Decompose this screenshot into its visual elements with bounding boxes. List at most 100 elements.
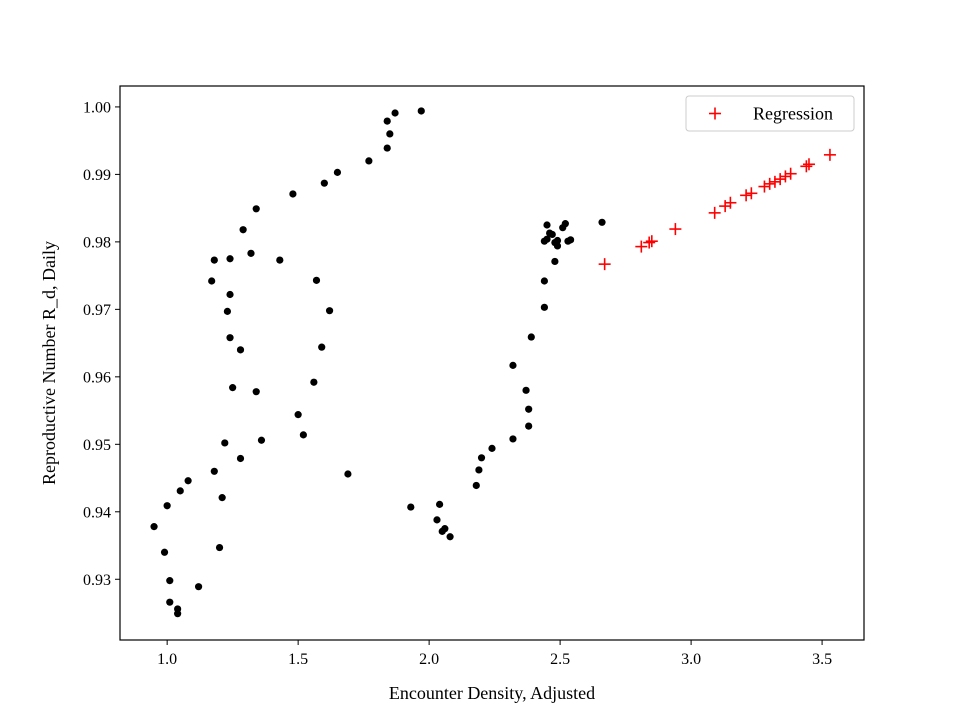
data-point bbox=[163, 502, 171, 510]
y-tick-label: 0.93 bbox=[83, 572, 111, 589]
y-tick-label: 0.99 bbox=[83, 167, 111, 184]
data-point bbox=[221, 439, 229, 447]
regression-point bbox=[768, 175, 781, 188]
data-point bbox=[257, 436, 266, 444]
legend: Regression bbox=[685, 95, 855, 132]
legend-regression-marker bbox=[709, 107, 721, 120]
data-point bbox=[210, 256, 218, 264]
data-point bbox=[598, 218, 606, 226]
data-point bbox=[252, 205, 260, 213]
data-point bbox=[509, 361, 517, 369]
data-point bbox=[310, 378, 318, 386]
data-point bbox=[166, 577, 174, 585]
regression-point bbox=[802, 158, 815, 171]
data-point bbox=[417, 107, 425, 115]
regression-point bbox=[669, 223, 682, 236]
data-point bbox=[226, 334, 234, 342]
x-axis-label: Encounter Density, Adjusted bbox=[389, 683, 595, 703]
y-tick-label: 0.96 bbox=[83, 369, 111, 386]
data-point bbox=[488, 444, 496, 452]
data-point bbox=[433, 516, 441, 524]
regression-point bbox=[598, 258, 611, 271]
data-point bbox=[543, 221, 551, 229]
data-point bbox=[312, 276, 321, 284]
data-point bbox=[553, 242, 562, 250]
data-point bbox=[365, 157, 373, 165]
regression-point bbox=[708, 206, 721, 219]
data-point bbox=[472, 481, 480, 490]
regression-point bbox=[758, 180, 771, 193]
data-point bbox=[294, 411, 302, 419]
legend-label-regression: Regression bbox=[753, 104, 833, 124]
data-point bbox=[229, 384, 237, 392]
data-point bbox=[509, 435, 517, 443]
data-point bbox=[160, 548, 169, 556]
data-point bbox=[223, 307, 232, 315]
data-point bbox=[218, 494, 226, 502]
plot-frame bbox=[119, 85, 865, 641]
y-axis-label: Reproductive Number R_d, Daily bbox=[39, 241, 59, 485]
data-point bbox=[210, 467, 218, 475]
x-tick-label: 1.0 bbox=[157, 651, 177, 668]
y-tick-label: 0.97 bbox=[83, 302, 111, 319]
data-point bbox=[299, 431, 307, 439]
x-tick-label: 2.5 bbox=[550, 651, 570, 668]
data-point bbox=[276, 256, 284, 264]
data-point bbox=[386, 130, 394, 138]
regression-point bbox=[774, 173, 787, 186]
data-point bbox=[407, 503, 415, 511]
data-point bbox=[174, 610, 182, 618]
data-point bbox=[208, 277, 216, 285]
data-point bbox=[333, 168, 342, 176]
data-point bbox=[540, 303, 548, 311]
axis-ticks: 1.0 1.5 2.0 2.5 3.0 3.5 0.93 0.94 0.95 0.96 0.97 0.… bbox=[83, 99, 832, 668]
data-point bbox=[540, 277, 548, 285]
data-point bbox=[522, 386, 530, 394]
data-point bbox=[236, 454, 245, 463]
y-tick-label: 0.95 bbox=[83, 437, 111, 454]
regression-point bbox=[724, 196, 737, 209]
x-tick-label: 3.0 bbox=[681, 651, 701, 668]
data-point bbox=[176, 487, 184, 495]
data-point bbox=[525, 405, 533, 413]
data-point bbox=[184, 477, 192, 485]
data-point bbox=[344, 470, 352, 478]
data-point bbox=[436, 500, 444, 508]
regression-point bbox=[719, 200, 732, 213]
data-point bbox=[320, 179, 328, 187]
x-tick-label: 2.0 bbox=[419, 651, 439, 668]
data-point bbox=[561, 220, 569, 228]
data-point bbox=[551, 257, 559, 266]
x-tick-label: 3.5 bbox=[812, 651, 832, 668]
data-point bbox=[194, 583, 203, 591]
regression-point bbox=[784, 167, 797, 180]
data-point bbox=[527, 333, 535, 341]
data-points-layer bbox=[150, 107, 836, 618]
regression-point bbox=[800, 160, 813, 173]
regression-point bbox=[763, 177, 776, 190]
data-point bbox=[475, 466, 483, 474]
data-point bbox=[318, 343, 326, 351]
data-point bbox=[441, 525, 449, 533]
data-point bbox=[226, 255, 234, 263]
regression-point bbox=[645, 235, 658, 248]
data-point bbox=[215, 543, 224, 552]
regression-point bbox=[740, 189, 753, 202]
data-point bbox=[566, 236, 575, 244]
data-point bbox=[226, 290, 234, 299]
regression-point bbox=[823, 148, 836, 161]
legend-box bbox=[685, 95, 855, 132]
data-point bbox=[383, 117, 391, 125]
data-point bbox=[252, 388, 260, 396]
regression-point bbox=[745, 187, 758, 200]
data-point bbox=[150, 523, 158, 531]
data-point bbox=[525, 422, 533, 430]
data-point bbox=[236, 346, 245, 354]
data-point bbox=[239, 226, 247, 234]
data-point bbox=[247, 249, 255, 257]
data-point bbox=[548, 230, 556, 239]
regression-point bbox=[643, 236, 656, 249]
data-point bbox=[391, 109, 399, 117]
